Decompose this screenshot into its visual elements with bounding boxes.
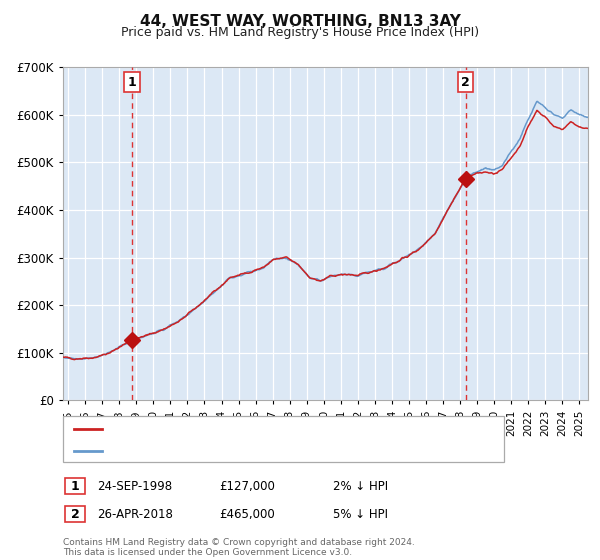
Text: 1: 1 xyxy=(127,76,136,88)
Text: 1: 1 xyxy=(71,479,79,493)
Text: 2% ↓ HPI: 2% ↓ HPI xyxy=(333,479,388,493)
Text: 44, WEST WAY, WORTHING, BN13 3AY (detached house): 44, WEST WAY, WORTHING, BN13 3AY (detach… xyxy=(108,424,421,434)
Text: 2: 2 xyxy=(71,507,79,521)
Text: Price paid vs. HM Land Registry's House Price Index (HPI): Price paid vs. HM Land Registry's House … xyxy=(121,26,479,39)
Text: Contains HM Land Registry data © Crown copyright and database right 2024.: Contains HM Land Registry data © Crown c… xyxy=(63,538,415,547)
Text: This data is licensed under the Open Government Licence v3.0.: This data is licensed under the Open Gov… xyxy=(63,548,352,557)
Text: HPI: Average price, detached house, Worthing: HPI: Average price, detached house, Wort… xyxy=(108,446,365,456)
Text: 2: 2 xyxy=(461,76,470,88)
Text: 26-APR-2018: 26-APR-2018 xyxy=(97,507,173,521)
Text: £127,000: £127,000 xyxy=(219,479,275,493)
Text: 44, WEST WAY, WORTHING, BN13 3AY: 44, WEST WAY, WORTHING, BN13 3AY xyxy=(140,14,460,29)
Text: 5% ↓ HPI: 5% ↓ HPI xyxy=(333,507,388,521)
Text: £465,000: £465,000 xyxy=(219,507,275,521)
Text: 24-SEP-1998: 24-SEP-1998 xyxy=(97,479,172,493)
